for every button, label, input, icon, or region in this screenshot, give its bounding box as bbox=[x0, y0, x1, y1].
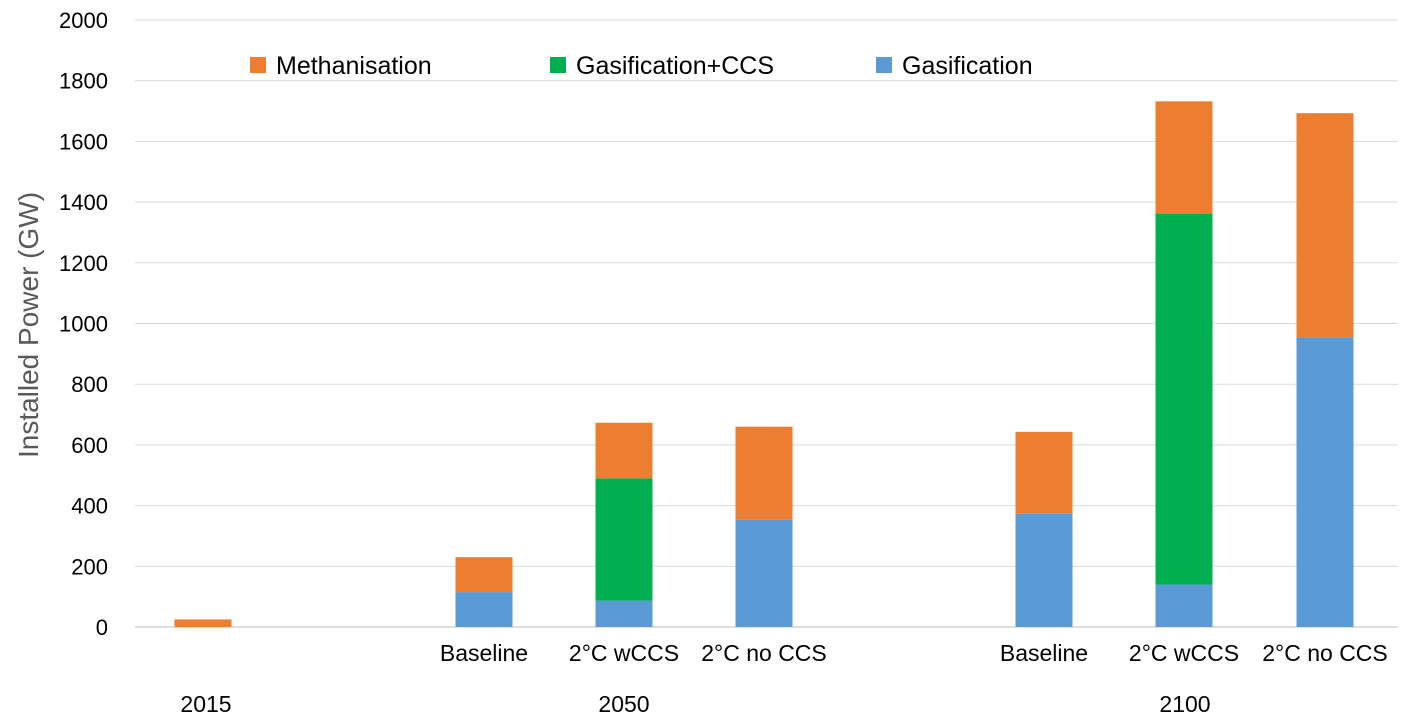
bar-segment-gasification bbox=[1015, 513, 1073, 627]
category-label: 2°C wCCS bbox=[1129, 640, 1239, 666]
y-tick-label: 0 bbox=[96, 615, 108, 640]
y-tick-label: 1200 bbox=[59, 251, 108, 276]
bar-segment-methanisation bbox=[455, 557, 513, 593]
y-axis-label: Installed Power (GW) bbox=[13, 192, 44, 458]
category-label: Baseline bbox=[1000, 640, 1088, 666]
y-tick-label: 2000 bbox=[59, 8, 108, 33]
bar-segment-methanisation bbox=[1296, 113, 1354, 338]
y-tick-label: 1400 bbox=[59, 190, 108, 215]
bar-segment-methanisation bbox=[1015, 431, 1073, 514]
legend-label: Gasification+CCS bbox=[576, 52, 774, 80]
y-tick-label: 1000 bbox=[59, 312, 108, 337]
group-label: 2100 bbox=[1159, 691, 1210, 717]
bar-segment-gasification-ccs bbox=[595, 478, 653, 601]
bar-segment-gasification bbox=[735, 519, 793, 627]
y-tick-label: 600 bbox=[71, 433, 108, 458]
y-tick-label: 1800 bbox=[59, 69, 108, 94]
legend-swatch bbox=[876, 57, 892, 73]
legend-label: Methanisation bbox=[276, 52, 432, 80]
y-axis-ticks: 0 200 400 600 800 1000 1200 1400 1600 1800 2000 bbox=[59, 8, 108, 640]
bar-segment-gasification bbox=[595, 600, 653, 627]
bar-segment-gasification bbox=[455, 592, 513, 627]
legend: Methanisation Gasification+CCS Gasificatio… bbox=[250, 52, 1033, 80]
gridlines bbox=[135, 19, 1398, 628]
y-tick-label: 200 bbox=[71, 554, 108, 579]
bar-segment-gasification-ccs bbox=[1155, 213, 1213, 585]
bar-segment-methanisation bbox=[595, 422, 653, 479]
group-labels: 2015 2050 2100 bbox=[180, 691, 1210, 717]
category-label: 2°C no CCS bbox=[1262, 640, 1388, 666]
bar-segment-gasification bbox=[1296, 337, 1354, 627]
legend-swatch bbox=[250, 57, 266, 73]
y-tick-label: 800 bbox=[71, 372, 108, 397]
y-tick-label: 1600 bbox=[59, 129, 108, 154]
category-label: Baseline bbox=[440, 640, 528, 666]
bar-segment-methanisation bbox=[735, 426, 793, 520]
bar-segment-gasification bbox=[1155, 584, 1213, 627]
bar-segment-methanisation bbox=[1155, 101, 1213, 214]
category-labels: Baseline 2°C wCCS 2°C no CCS Baseline 2°C wC… bbox=[440, 640, 1388, 666]
group-label: 2015 bbox=[180, 691, 231, 717]
category-label: 2°C wCCS bbox=[569, 640, 679, 666]
legend-item: Methanisation bbox=[250, 52, 432, 80]
y-tick-label: 400 bbox=[71, 494, 108, 519]
category-label: 2°C no CCS bbox=[701, 640, 827, 666]
legend-item: Gasification+CCS bbox=[550, 52, 774, 80]
legend-item: Gasification bbox=[876, 52, 1033, 80]
group-label: 2050 bbox=[598, 691, 649, 717]
bar-segment-methanisation bbox=[174, 619, 232, 627]
legend-label: Gasification bbox=[902, 52, 1033, 80]
legend-swatch bbox=[550, 57, 566, 73]
bars bbox=[174, 101, 1354, 627]
